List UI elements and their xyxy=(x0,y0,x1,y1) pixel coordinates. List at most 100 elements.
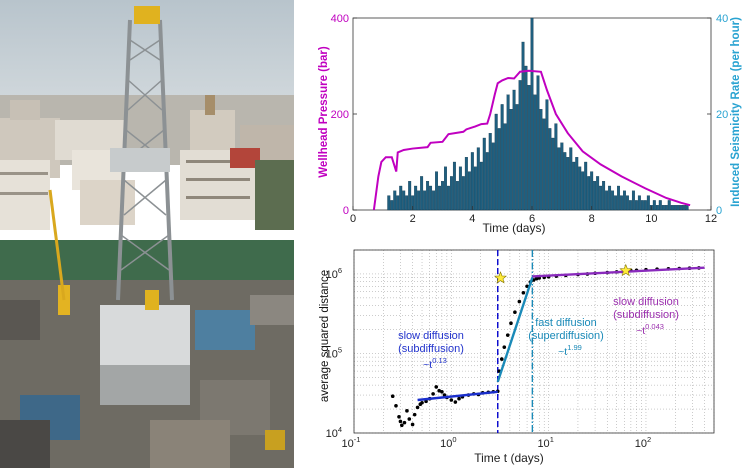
bottom-y-tick-exp: 5 xyxy=(338,345,342,354)
seismicity-bar xyxy=(605,190,609,211)
seismicity-bar xyxy=(533,94,537,211)
bottom-y-tick-exp: 4 xyxy=(338,425,342,434)
diffusion-point xyxy=(453,400,458,404)
seismicity-bar xyxy=(575,157,579,211)
fit-line-2 xyxy=(417,390,498,402)
seismicity-bar xyxy=(458,166,462,211)
bottom-x-tick-exp: -1 xyxy=(354,435,361,444)
seismicity-bar xyxy=(408,181,412,211)
seismicity-bar xyxy=(670,205,674,211)
top-y-tick-label: 400 xyxy=(331,13,349,25)
annotation-line1-0: slow diffusion xyxy=(398,330,464,342)
seismicity-bar xyxy=(655,205,659,211)
seismicity-bar xyxy=(646,195,650,211)
seismicity-bar xyxy=(628,200,632,211)
seismicity-bar xyxy=(566,157,570,211)
seismicity-bar xyxy=(390,200,394,211)
bottom-x-tick-label: 100 xyxy=(440,435,456,450)
fence xyxy=(0,240,294,285)
seismicity-bar xyxy=(470,152,474,211)
seismicity-bar xyxy=(423,190,427,211)
seismicity-bar xyxy=(414,185,418,211)
seismicity-bar xyxy=(569,147,573,211)
fit-line-3 xyxy=(496,277,534,383)
annotation-line2-1: (superdiffusion) xyxy=(528,330,604,342)
seismicity-bar xyxy=(485,152,489,211)
seismicity-bar xyxy=(476,147,480,211)
seismicity-bar xyxy=(545,99,549,211)
top-x-tick-label: 10 xyxy=(645,213,657,225)
annotation-exponent-0: 0.13 xyxy=(432,356,447,365)
seismicity-bar xyxy=(524,65,528,211)
seismicity-bar xyxy=(444,166,447,211)
seismicity-bar xyxy=(494,113,498,211)
diffusion-point xyxy=(400,423,404,428)
seismicity-bar xyxy=(667,200,671,211)
diffusion-point xyxy=(499,357,504,361)
seismicity-bar xyxy=(664,205,668,211)
diffusion-point xyxy=(424,399,428,404)
rig-detail xyxy=(145,290,159,310)
top-x-tick-label: 4 xyxy=(469,213,475,225)
diffusion-point xyxy=(513,310,517,315)
seismicity-bar xyxy=(420,176,424,211)
diffusion-point xyxy=(397,414,401,419)
bottom-x-tick-exp: 0 xyxy=(452,435,456,444)
seismicity-bar xyxy=(447,185,450,211)
seismicity-bar xyxy=(509,109,513,211)
seismicity-bar xyxy=(584,161,588,211)
diffusion-point xyxy=(415,405,420,410)
seismicity-bar xyxy=(461,176,465,211)
bottom-x-tick-label: 10-1 xyxy=(342,435,361,450)
seismicity-bar xyxy=(587,176,591,211)
seismicity-bar xyxy=(572,161,576,211)
seismicity-bar xyxy=(557,147,561,211)
seismicity-bar xyxy=(539,109,543,211)
diffusion-point xyxy=(394,403,398,408)
diffusion-point xyxy=(412,412,417,417)
seismicity-bar xyxy=(441,181,444,211)
rig-cabin xyxy=(110,148,170,172)
top-y-tick-label: 0 xyxy=(343,205,349,217)
seismicity-bar xyxy=(429,185,433,211)
diffusion-point xyxy=(410,422,415,427)
seismicity-bar xyxy=(387,195,391,211)
annotation-line2-2: (subdiffusion) xyxy=(613,309,679,321)
seismicity-bar xyxy=(640,200,644,211)
seismicity-bar xyxy=(554,123,558,211)
seismicity-bar xyxy=(482,137,486,211)
diffusion-point xyxy=(505,333,510,337)
drilling-rig-photo xyxy=(0,0,294,468)
annotation-line2-0: (subdiffusion) xyxy=(398,343,464,355)
seismicity-bar xyxy=(652,200,656,211)
seismicity-bar xyxy=(473,166,477,211)
diffusion-point xyxy=(457,396,461,401)
seismicity-bar xyxy=(467,171,471,211)
seismicity-bar xyxy=(637,195,641,211)
diffusion-point xyxy=(509,321,513,326)
diffusion-point xyxy=(431,392,435,396)
diffusion-point xyxy=(405,409,409,413)
seismicity-bar xyxy=(596,176,600,211)
diffusion-point xyxy=(398,419,403,424)
seismicity-bar xyxy=(617,185,620,211)
top-y-right-tick-label: 40 xyxy=(716,13,728,25)
star-marker-1 xyxy=(619,263,633,277)
seismicity-bar xyxy=(679,205,683,211)
seismicity-bar xyxy=(536,75,540,211)
seismicity-bar xyxy=(631,190,635,211)
seismicity-bar xyxy=(673,205,677,211)
seismicity-bar xyxy=(676,205,680,211)
rig-substructure xyxy=(100,305,190,365)
annotation-exponent-1: 1.99 xyxy=(567,343,582,352)
bottom-xlabel: Time t (days) xyxy=(474,451,544,465)
seismicity-bar xyxy=(593,181,597,211)
seismicity-bar xyxy=(578,166,582,211)
seismicity-bar xyxy=(682,205,686,211)
seismicity-bar xyxy=(527,85,531,211)
seismicity-bar xyxy=(611,190,615,211)
seismicity-bar xyxy=(521,41,525,211)
seismicity-bar xyxy=(542,118,546,211)
top-x-tick-label: 6 xyxy=(529,213,535,225)
